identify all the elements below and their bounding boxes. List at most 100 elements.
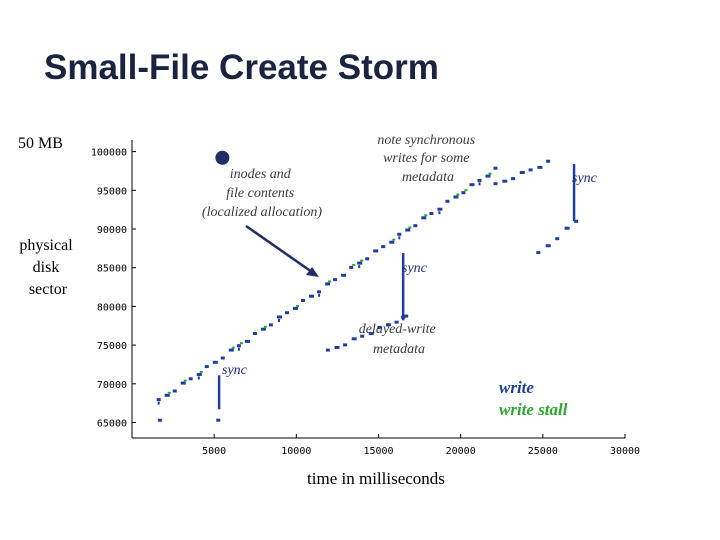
x-tick-label: 15000 xyxy=(363,446,393,457)
write-mark xyxy=(196,373,202,376)
write-mark xyxy=(325,348,330,352)
write-mark xyxy=(397,232,402,236)
stall-mark xyxy=(352,263,356,266)
write-mark xyxy=(197,376,200,380)
write-mark xyxy=(394,320,399,324)
write-mark xyxy=(309,294,314,298)
write-mark xyxy=(445,199,450,203)
write-mark xyxy=(157,401,160,405)
write-mark xyxy=(252,332,257,335)
stall-mark xyxy=(328,280,332,283)
stall-mark xyxy=(424,214,428,217)
annotation-sync-right: sync xyxy=(572,171,598,186)
x-tick-label: 10000 xyxy=(281,446,311,457)
annotation-line: delayed-write xyxy=(359,322,436,337)
write-mark xyxy=(268,323,273,327)
write-mark xyxy=(373,249,379,253)
write-mark xyxy=(398,236,401,240)
y-axis-label-line: sector xyxy=(29,281,68,298)
annotation-line: metadata xyxy=(402,170,454,185)
y-axis-label: physical disk sector xyxy=(19,237,76,298)
write-mark xyxy=(333,278,338,282)
write-mark xyxy=(156,398,161,402)
y-tick-label: 100000 xyxy=(91,148,127,159)
write-mark xyxy=(381,245,386,249)
stall-mark xyxy=(464,189,468,192)
slide-title: Small-File Create Storm xyxy=(44,48,439,87)
stall-mark xyxy=(408,226,412,229)
write-mark xyxy=(485,174,491,178)
write-mark xyxy=(341,273,347,277)
annotation-line: note synchronous xyxy=(377,133,475,148)
write-mark xyxy=(386,323,391,327)
write-mark xyxy=(204,365,209,369)
stall-mark xyxy=(183,379,187,382)
write-mark xyxy=(368,332,374,336)
y-tick-label: 80000 xyxy=(97,302,127,313)
write-mark xyxy=(216,418,221,422)
write-mark xyxy=(157,418,162,422)
write-mark xyxy=(343,343,348,347)
write-mark xyxy=(403,314,409,318)
write-mark xyxy=(401,315,406,319)
write-mark xyxy=(555,237,560,241)
write-mark xyxy=(438,211,441,215)
stall-mark xyxy=(167,391,171,394)
write-mark xyxy=(528,168,533,172)
write-mark xyxy=(461,191,466,195)
x-tick-label: 20000 xyxy=(446,446,476,457)
x-axis-label: time in milliseconds xyxy=(307,469,445,488)
write-mark xyxy=(536,251,541,255)
stall-mark xyxy=(392,238,396,241)
annotation-sync-middle: sync xyxy=(402,261,428,276)
y-tick-label: 95000 xyxy=(97,186,127,197)
scale-label: 50 MB xyxy=(18,135,63,152)
write-mark xyxy=(277,315,282,319)
y-tick-label: 85000 xyxy=(97,264,127,275)
scale-dot xyxy=(215,150,230,165)
write-mark xyxy=(318,293,321,297)
x-tick-label: 30000 xyxy=(610,446,640,457)
write-mark xyxy=(493,166,498,170)
annotation-sync-left: sync xyxy=(222,363,248,378)
stall-mark xyxy=(263,325,267,328)
write-mark xyxy=(493,182,498,186)
write-mark xyxy=(360,334,365,338)
write-mark xyxy=(237,347,240,351)
y-tick-label: 90000 xyxy=(97,225,127,236)
annotation-delayed-write: delayed-write metadata xyxy=(359,322,439,357)
stall-mark xyxy=(231,346,235,349)
stall-mark xyxy=(296,304,299,307)
y-tick-label: 65000 xyxy=(97,419,127,430)
write-mark xyxy=(477,178,482,182)
write-mark xyxy=(519,171,525,174)
y-axis-label-line: disk xyxy=(33,259,60,276)
annotation-note-sync: note synchronous writes for some metadat… xyxy=(377,133,478,185)
write-mark xyxy=(188,377,193,381)
write-mark xyxy=(317,290,322,294)
write-mark xyxy=(502,179,508,183)
write-mark xyxy=(285,311,289,315)
write-mark xyxy=(244,339,250,343)
y-tick-label: 70000 xyxy=(97,380,127,391)
legend-write: write xyxy=(499,378,534,397)
legend-write-stall: write stall xyxy=(499,400,568,419)
write-mark xyxy=(358,265,361,269)
write-mark xyxy=(236,344,241,348)
write-mark xyxy=(437,207,443,211)
write-mark xyxy=(301,299,305,302)
write-mark xyxy=(413,224,418,228)
write-mark xyxy=(293,306,298,310)
write-mark xyxy=(172,389,177,393)
write-mark xyxy=(334,346,340,349)
write-mark xyxy=(564,226,570,230)
annotation-line: writes for some xyxy=(383,151,469,166)
stall-mark xyxy=(199,371,203,373)
write-mark xyxy=(357,261,363,265)
write-mark xyxy=(228,348,234,352)
write-mark xyxy=(389,240,395,244)
write-mark xyxy=(180,381,186,385)
write-mark xyxy=(377,325,382,329)
write-mark xyxy=(469,183,475,187)
